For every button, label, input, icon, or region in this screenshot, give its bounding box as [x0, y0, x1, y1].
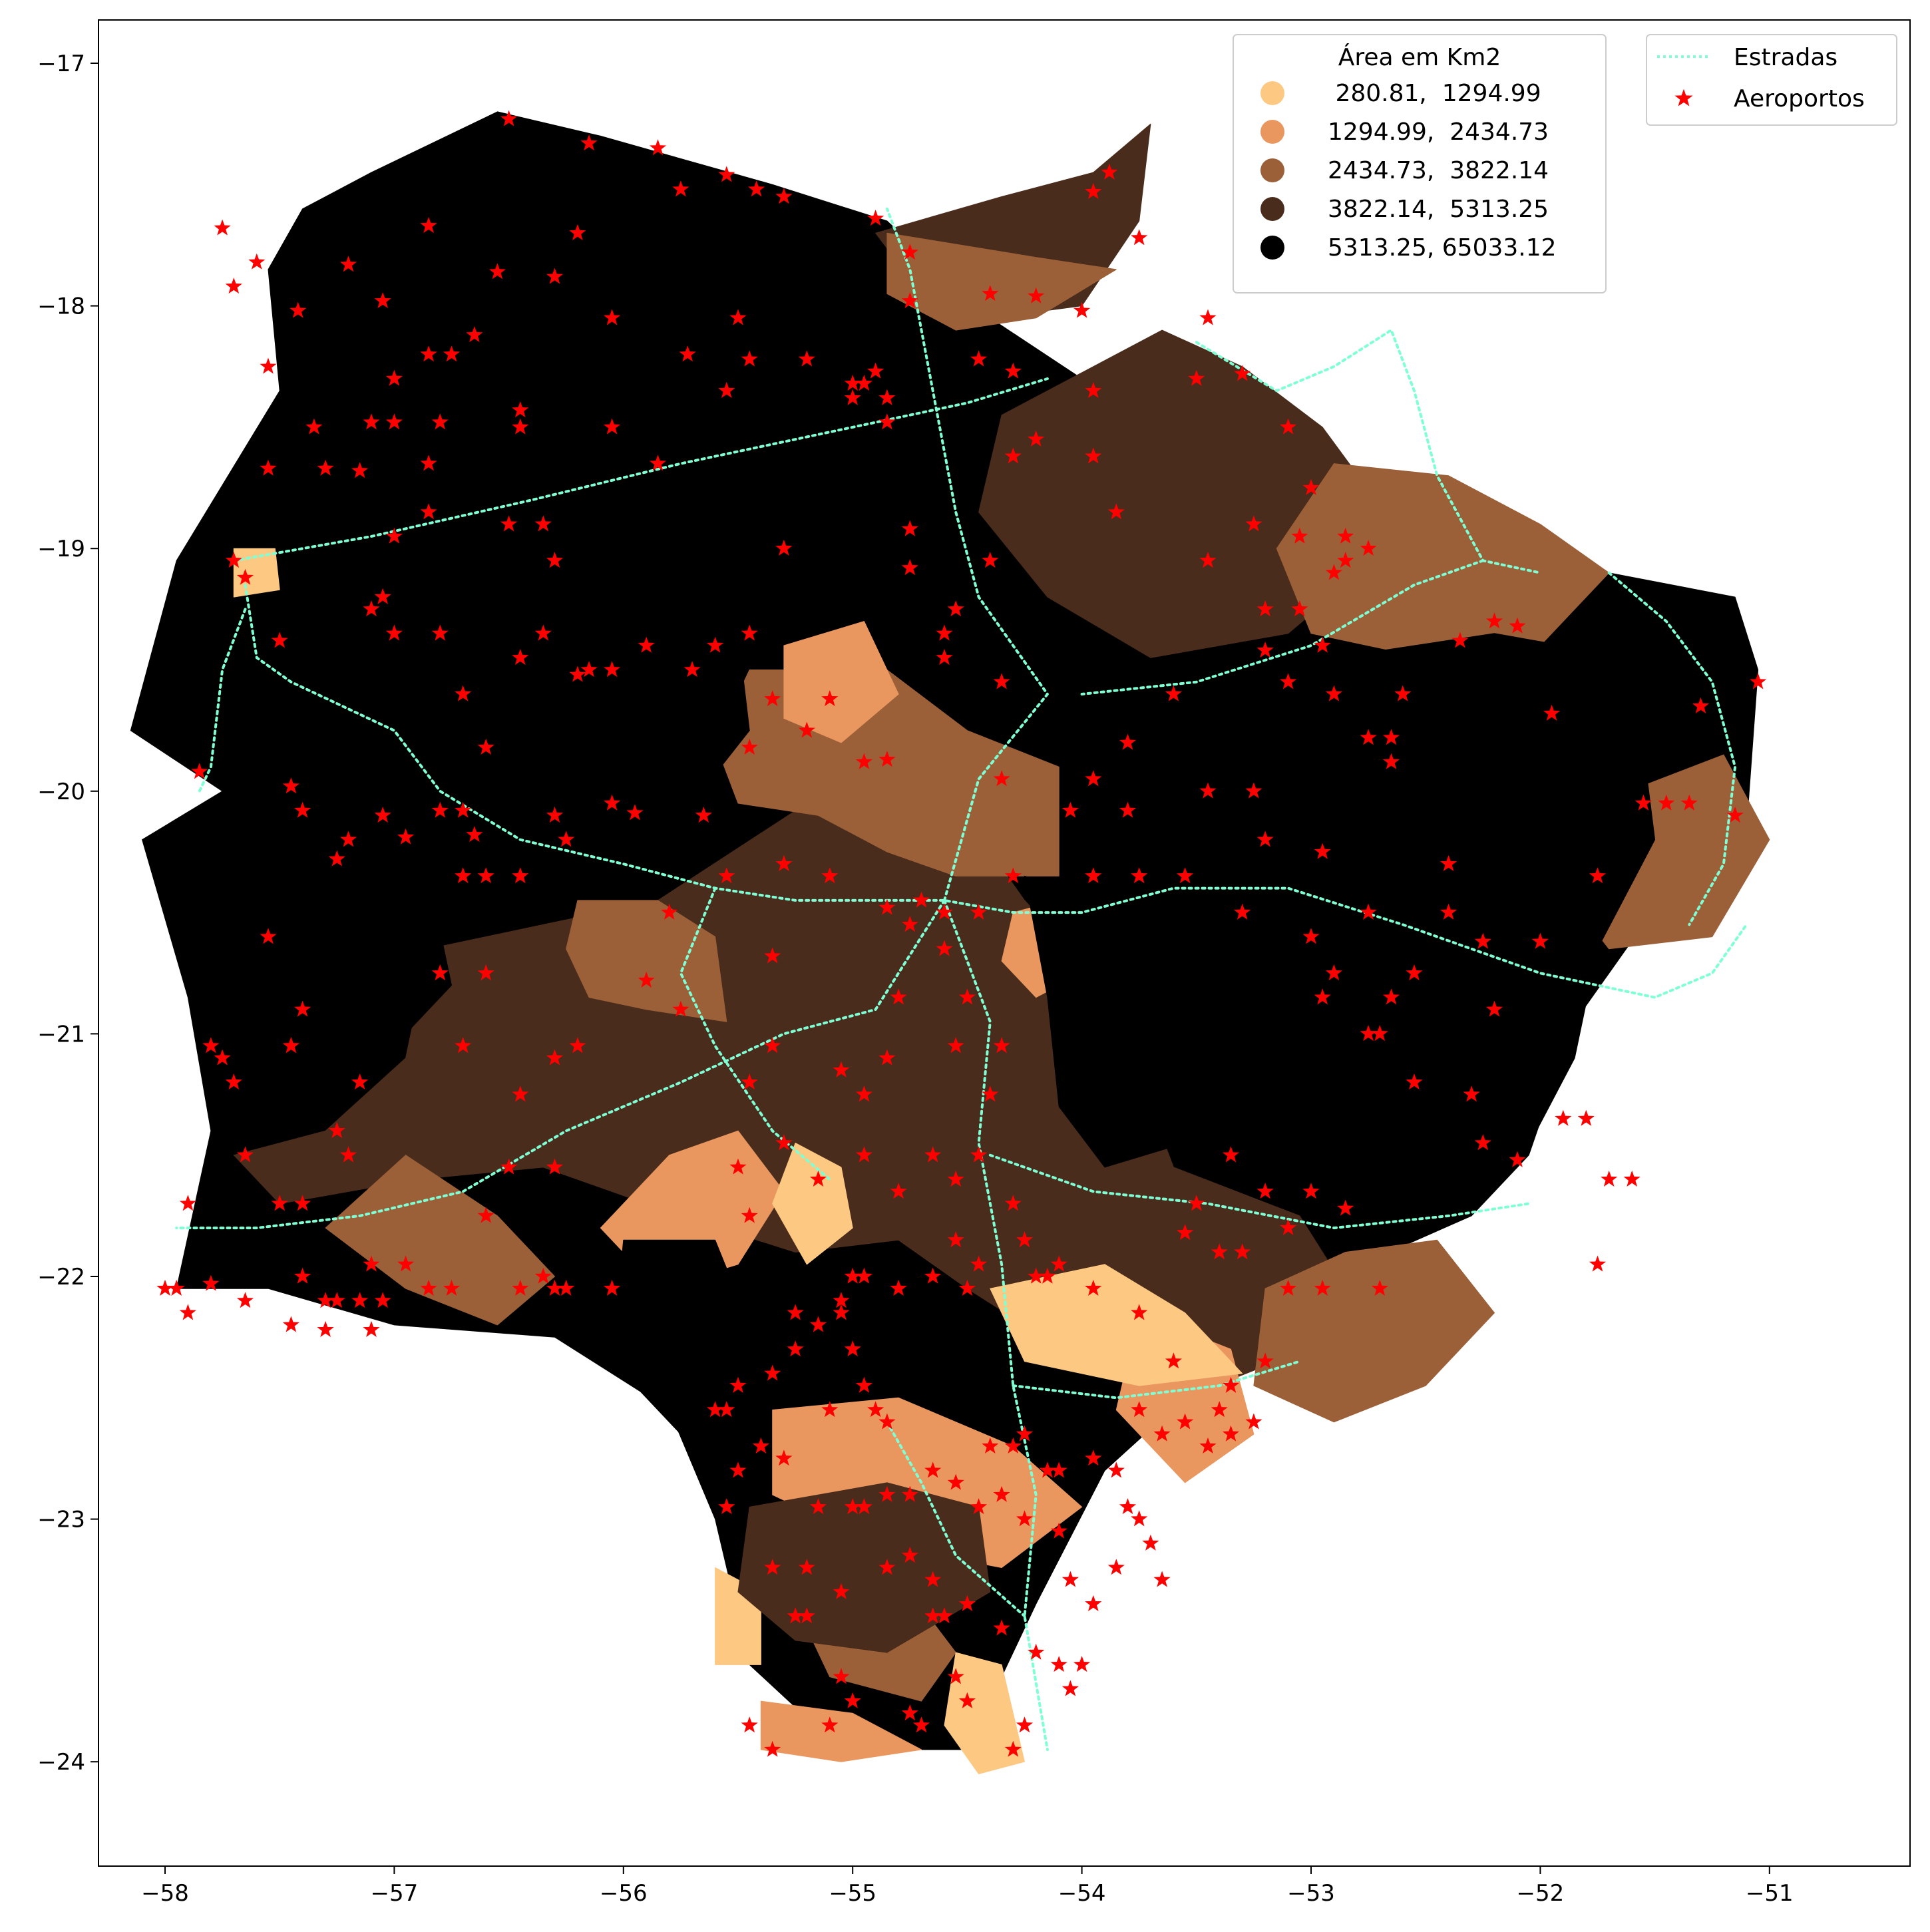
- area-legend-items: 280.81, 1294.99 1294.99, 2434.73 2434.73, …: [1260, 80, 1557, 262]
- y-tick-label: −23: [37, 1507, 85, 1533]
- road-0: [232, 377, 1049, 562]
- x-axis: −58 −57 −56 −55 −54 −53 −52 −51: [141, 1866, 1794, 1907]
- roads-legend-label: Estradas: [1734, 44, 1837, 71]
- area-legend-label-4: 5313.25, 65033.12: [1328, 234, 1557, 262]
- x-tick-label: −58: [141, 1880, 189, 1907]
- area-legend-label-2: 2434.73, 3822.14: [1328, 157, 1549, 184]
- axes-frame: [98, 19, 1911, 1867]
- area-legend: Área em Km2 280.81, 1294.99 1294.99, 2434…: [1233, 34, 1607, 293]
- y-tick-label: −21: [37, 1021, 85, 1048]
- x-tick-label: −54: [1058, 1880, 1106, 1907]
- area-legend-swatch-0: [1260, 81, 1284, 105]
- area-legend-swatch-4: [1260, 236, 1284, 260]
- area-legend-swatch-3: [1260, 197, 1284, 221]
- road-12: [1012, 1360, 1301, 1400]
- region-8: [566, 900, 727, 1022]
- x-tick-label: −57: [371, 1880, 419, 1907]
- area-legend-title: Área em Km2: [1338, 43, 1501, 71]
- region-23: [737, 1482, 991, 1653]
- roads-layer: [175, 207, 1748, 1751]
- region-17: [760, 1700, 922, 1762]
- road-11: [679, 886, 831, 1181]
- x-tick-label: −56: [600, 1880, 648, 1907]
- region-26: [1024, 875, 1186, 1168]
- y-tick-label: −18: [37, 293, 85, 320]
- road-1: [244, 583, 888, 902]
- region-28: [348, 827, 452, 1034]
- y-tick-label: −17: [37, 51, 85, 77]
- y-tick-label: −19: [37, 536, 85, 562]
- y-tick-label: −24: [37, 1749, 85, 1776]
- region-9: [1253, 1239, 1495, 1423]
- region-4: [886, 232, 1117, 331]
- region-20: [772, 1143, 853, 1265]
- x-tick-label: −51: [1746, 1880, 1794, 1907]
- region-10: [325, 1155, 555, 1326]
- area-legend-label-0: 280.81, 1294.99: [1328, 80, 1541, 107]
- x-tick-label: −53: [1287, 1880, 1335, 1907]
- municipality-regions: [130, 111, 1770, 1774]
- area-legend-box: [1233, 34, 1607, 293]
- road-9: [1607, 571, 1737, 926]
- plot-area: [98, 19, 1911, 1867]
- road-6: [175, 898, 946, 1230]
- x-tick-label: −55: [829, 1880, 876, 1907]
- area-legend-label-1: 1294.99, 2434.73: [1328, 118, 1549, 146]
- region-27: [520, 596, 750, 804]
- y-tick-label: −22: [37, 1264, 85, 1290]
- area-legend-label-3: 3822.14, 5313.25: [1328, 196, 1549, 223]
- road-3: [885, 886, 1748, 999]
- y-axis: −17 −18 −19 −20 −21 −22 −23 −24: [37, 51, 98, 1776]
- road-2: [198, 608, 247, 793]
- layers-legend-box: [1646, 34, 1897, 126]
- x-tick-label: −52: [1517, 1880, 1565, 1907]
- road-8: [1195, 329, 1542, 574]
- region-25: [1081, 633, 1656, 1217]
- road-4: [885, 207, 1049, 902]
- area-legend-swatch-1: [1260, 120, 1284, 144]
- road-5: [943, 898, 1049, 1751]
- road-10: [1080, 559, 1485, 695]
- region-19: [990, 1264, 1243, 1386]
- road-13: [885, 1420, 1026, 1618]
- layers-legend: Estradas Aeroportos: [1646, 34, 1897, 126]
- region-24: [612, 1239, 750, 1435]
- region-12: [783, 621, 899, 743]
- region-22: [944, 1652, 1025, 1774]
- area-legend-swatch-2: [1260, 158, 1284, 182]
- y-tick-label: −20: [37, 779, 85, 805]
- airports-legend-label: Aeroportos: [1734, 85, 1865, 112]
- road-7: [988, 1153, 1531, 1230]
